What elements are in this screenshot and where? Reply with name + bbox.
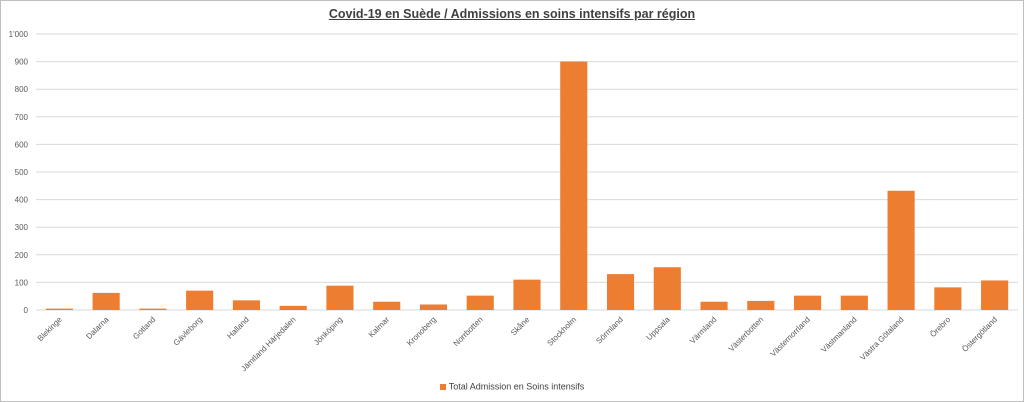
bar xyxy=(92,292,120,310)
y-tick-label: 400 xyxy=(15,196,29,205)
y-tick-label: 100 xyxy=(15,278,29,287)
bar xyxy=(326,285,354,310)
y-tick-label: 600 xyxy=(15,140,29,149)
bar xyxy=(232,300,260,310)
bar xyxy=(466,295,494,310)
bar xyxy=(794,295,822,310)
legend-label: Total Admission en Soins intensifs xyxy=(448,381,585,392)
bar xyxy=(513,279,541,310)
x-tick-label: Östergötland xyxy=(960,315,999,354)
bar xyxy=(887,190,915,310)
x-tick-label: Dalarna xyxy=(84,315,111,342)
y-tick-label: 900 xyxy=(15,58,29,67)
bar xyxy=(45,308,73,310)
x-tick-label: Västra Götaland xyxy=(858,315,905,362)
bar xyxy=(934,287,962,310)
legend-swatch xyxy=(439,383,446,390)
y-tick-label: 300 xyxy=(15,223,29,232)
x-tick-label: Blekinge xyxy=(36,315,64,343)
bar xyxy=(279,305,307,310)
x-tick-label: Gävleborg xyxy=(172,315,204,347)
y-tick-label: 200 xyxy=(15,251,29,260)
y-tick-label: 0 xyxy=(24,306,29,315)
bar xyxy=(653,267,681,310)
bar xyxy=(373,301,401,310)
y-tick-label: 700 xyxy=(15,113,29,122)
x-tick-label: Örebro xyxy=(928,315,952,339)
bar xyxy=(700,301,728,310)
x-tick-label: Västmanland xyxy=(819,315,858,354)
x-tick-label: Kalmar xyxy=(367,315,392,340)
bar xyxy=(186,290,214,310)
x-tick-label: Stockholm xyxy=(545,315,578,348)
bar xyxy=(560,61,588,310)
x-tick-label: Västernorrland xyxy=(769,315,812,358)
bar xyxy=(840,295,868,310)
x-tick-label: Kronoberg xyxy=(405,315,438,348)
legend: Total Admission en Soins intensifs xyxy=(0,381,1024,392)
x-tick-label: Norrbotten xyxy=(452,315,485,348)
x-tick-label: Västerbotten xyxy=(727,315,765,353)
x-tick-label: Värmland xyxy=(688,315,719,346)
bar xyxy=(139,308,167,310)
x-tick-label: Sörmland xyxy=(594,315,625,346)
y-tick-label: 500 xyxy=(15,168,29,177)
x-tick-label: Gotland xyxy=(131,315,157,341)
x-tick-label: Uppsala xyxy=(645,315,673,343)
bar xyxy=(981,280,1009,310)
x-tick-label: Halland xyxy=(225,315,251,341)
chart-title: Covid-19 en Suède / Admissions en soins … xyxy=(328,7,696,21)
x-tick-label: Skåne xyxy=(509,315,532,338)
bar xyxy=(606,274,635,310)
bar xyxy=(747,300,775,310)
bar xyxy=(419,304,448,310)
x-tick-label: Jönköping xyxy=(312,315,344,347)
y-tick-label: 1'000 xyxy=(9,30,29,39)
y-tick-label: 800 xyxy=(15,85,29,94)
